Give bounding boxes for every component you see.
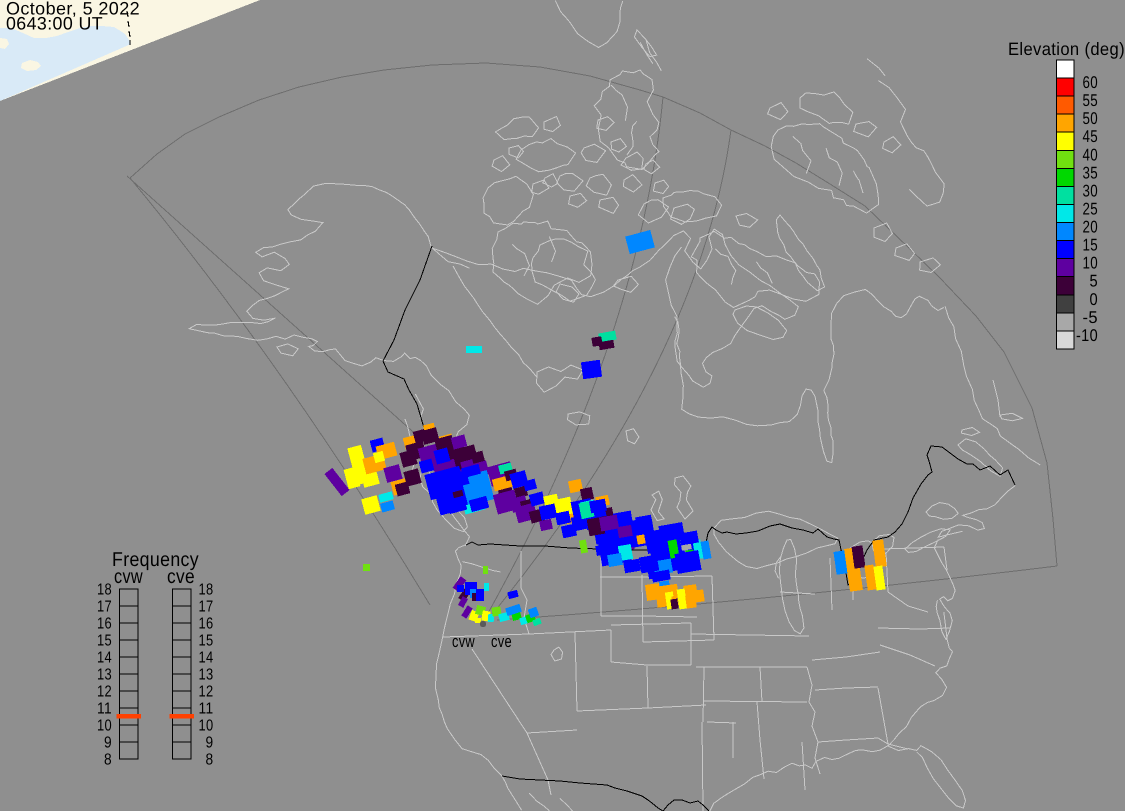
svg-text:13: 13 (199, 667, 214, 684)
svg-text:16: 16 (97, 616, 112, 633)
svg-text:9: 9 (206, 735, 214, 752)
svg-text:9: 9 (104, 735, 112, 752)
svg-text:cvw: cvw (452, 632, 475, 651)
svg-text:12: 12 (199, 684, 214, 701)
svg-text:15: 15 (97, 633, 112, 650)
svg-text:15: 15 (1083, 236, 1099, 255)
svg-text:14: 14 (199, 650, 214, 667)
svg-text:50: 50 (1083, 109, 1099, 128)
svg-text:10: 10 (97, 718, 112, 735)
svg-text:0: 0 (1090, 290, 1099, 309)
svg-text:0643:00 UT: 0643:00 UT (6, 13, 103, 33)
svg-text:17: 17 (199, 599, 214, 616)
svg-text:20: 20 (1083, 218, 1099, 237)
svg-text:16: 16 (199, 616, 214, 633)
svg-text:cve: cve (167, 566, 195, 588)
svg-text:18: 18 (97, 582, 112, 599)
svg-text:8: 8 (206, 752, 214, 769)
svg-text:40: 40 (1083, 145, 1099, 164)
svg-text:-10: -10 (1076, 326, 1098, 345)
svg-text:30: 30 (1083, 181, 1099, 200)
svg-text:13: 13 (97, 667, 112, 684)
svg-text:October, 5 2022: October, 5 2022 (6, 0, 140, 19)
svg-text:8: 8 (104, 752, 112, 769)
svg-text:60: 60 (1083, 73, 1099, 92)
svg-text:55: 55 (1083, 91, 1099, 110)
svg-text:18: 18 (199, 582, 214, 599)
svg-text:17: 17 (97, 599, 112, 616)
svg-text:25: 25 (1083, 200, 1099, 219)
svg-text:-5: -5 (1083, 308, 1099, 327)
svg-text:10: 10 (199, 718, 214, 735)
svg-text:11: 11 (97, 701, 112, 718)
svg-text:5: 5 (1090, 272, 1099, 291)
svg-text:10: 10 (1083, 254, 1099, 273)
svg-text:Elevation (deg): Elevation (deg) (1008, 39, 1125, 59)
svg-text:11: 11 (199, 701, 214, 718)
svg-text:cve: cve (491, 632, 512, 651)
svg-text:45: 45 (1083, 127, 1099, 146)
svg-text:35: 35 (1083, 163, 1099, 182)
svg-text:15: 15 (199, 633, 214, 650)
svg-text:14: 14 (97, 650, 112, 667)
svg-text:Frequency: Frequency (112, 549, 199, 571)
svg-text:cvw: cvw (114, 566, 143, 588)
svg-text:12: 12 (97, 684, 112, 701)
